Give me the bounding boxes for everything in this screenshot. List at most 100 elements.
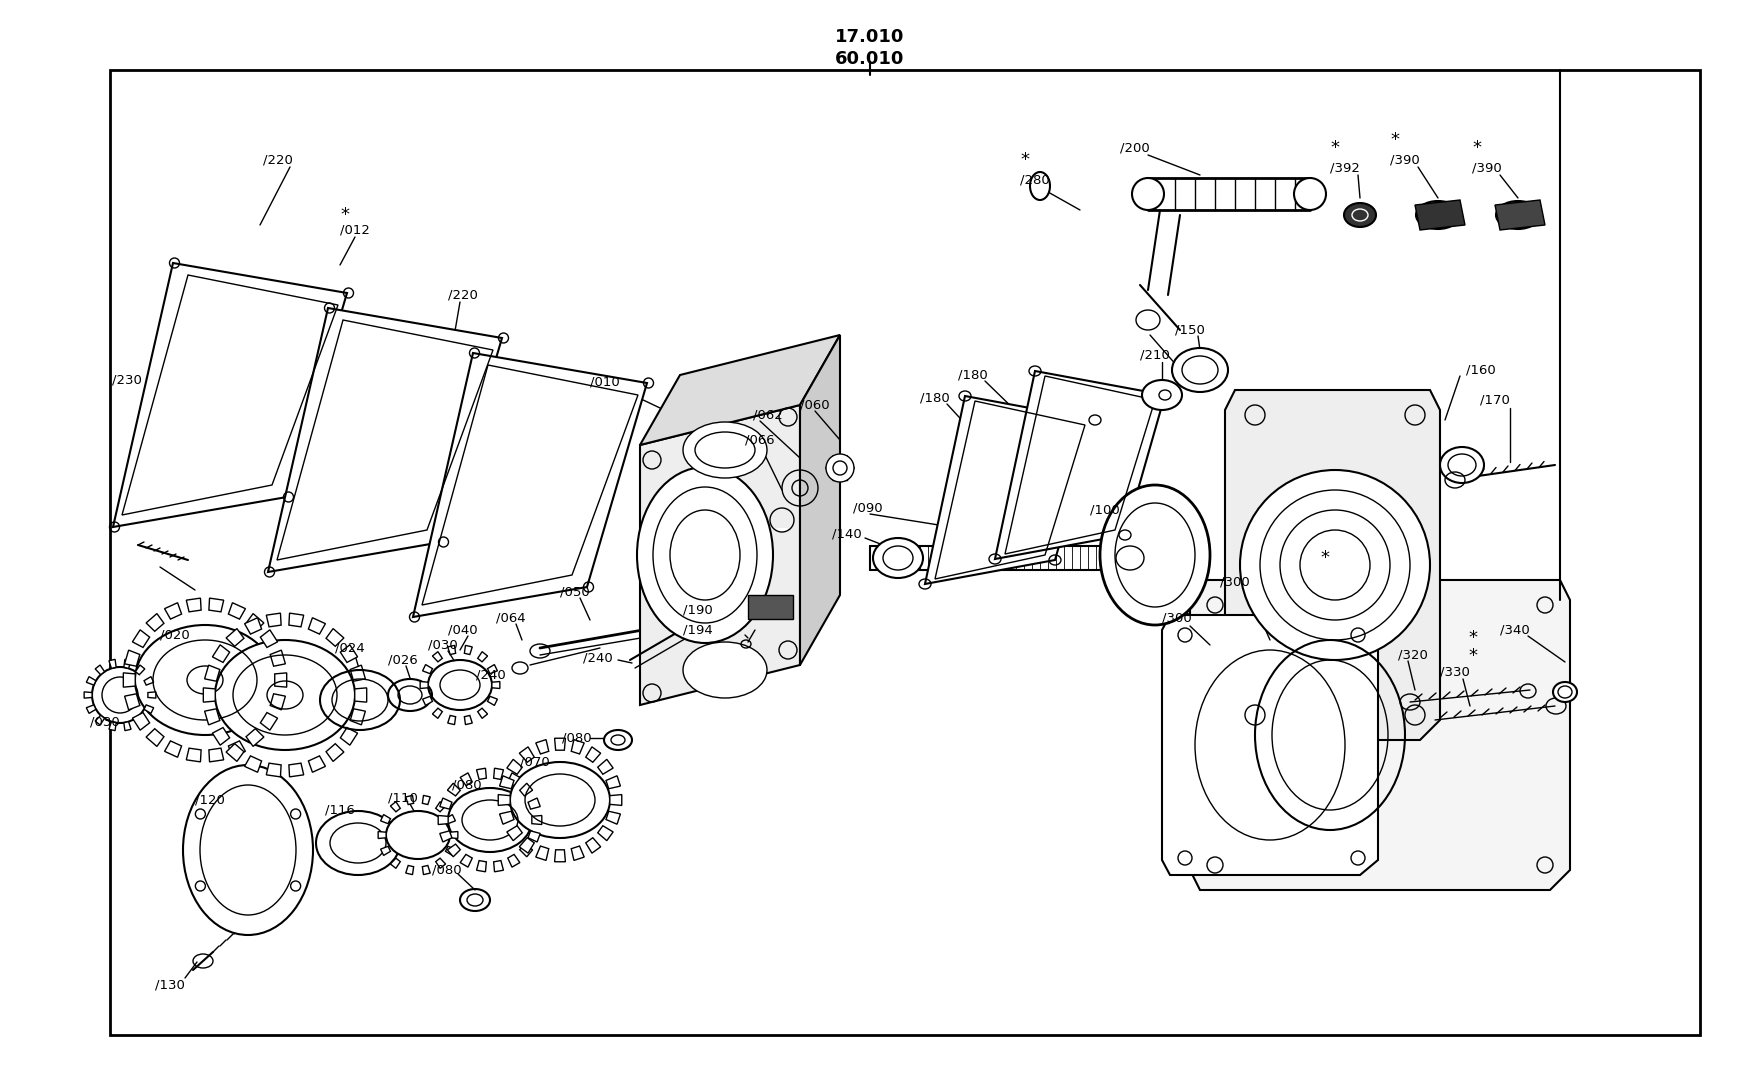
Ellipse shape (92, 667, 148, 723)
Text: /330: /330 (1440, 666, 1469, 678)
Ellipse shape (683, 422, 767, 478)
Polygon shape (494, 860, 503, 872)
Polygon shape (381, 846, 390, 855)
Polygon shape (165, 740, 181, 758)
Text: /012: /012 (339, 224, 370, 236)
Text: /024: /024 (336, 642, 365, 655)
Ellipse shape (683, 642, 767, 698)
Text: /230: /230 (111, 373, 143, 386)
Polygon shape (518, 747, 534, 762)
Polygon shape (800, 335, 840, 664)
Text: /050: /050 (560, 585, 590, 598)
Text: /210: /210 (1139, 349, 1169, 362)
Text: /340: /340 (1499, 624, 1529, 637)
Ellipse shape (428, 660, 492, 710)
Polygon shape (289, 613, 304, 627)
Polygon shape (226, 744, 243, 762)
Text: /280: /280 (1019, 173, 1049, 186)
Polygon shape (423, 866, 430, 874)
Polygon shape (186, 598, 202, 612)
Text: /026: /026 (388, 654, 417, 667)
Polygon shape (492, 682, 499, 688)
Ellipse shape (316, 811, 400, 875)
Polygon shape (261, 630, 278, 647)
Polygon shape (123, 659, 130, 669)
Polygon shape (570, 739, 584, 754)
Polygon shape (325, 744, 344, 762)
Text: /010: /010 (590, 376, 619, 388)
Polygon shape (186, 748, 202, 762)
Polygon shape (487, 664, 497, 674)
Polygon shape (148, 692, 157, 698)
Polygon shape (165, 602, 181, 620)
Text: /130: /130 (155, 978, 184, 992)
Text: /194: /194 (683, 624, 713, 637)
Polygon shape (350, 708, 365, 724)
Text: /180: /180 (958, 368, 988, 382)
Ellipse shape (1240, 470, 1429, 660)
Polygon shape (212, 728, 230, 745)
Text: /100: /100 (1089, 504, 1120, 517)
Text: /090: /090 (852, 502, 882, 515)
Text: *: * (1389, 131, 1398, 149)
Text: /110: /110 (388, 792, 417, 805)
Polygon shape (555, 850, 565, 861)
Text: /070: /070 (520, 755, 550, 768)
Text: /240: /240 (583, 652, 612, 664)
Polygon shape (350, 666, 365, 682)
Polygon shape (499, 811, 513, 824)
Polygon shape (144, 676, 153, 685)
Polygon shape (325, 628, 344, 646)
Polygon shape (245, 613, 264, 631)
Text: /060: /060 (800, 398, 830, 412)
Polygon shape (520, 844, 532, 857)
Polygon shape (423, 697, 433, 705)
Ellipse shape (1029, 172, 1049, 200)
Polygon shape (478, 708, 487, 718)
Text: /064: /064 (496, 611, 525, 625)
Polygon shape (508, 855, 520, 867)
Text: /116: /116 (325, 804, 355, 816)
Polygon shape (381, 814, 390, 824)
Polygon shape (245, 755, 261, 773)
Polygon shape (123, 721, 130, 731)
Polygon shape (995, 371, 1165, 559)
Polygon shape (87, 705, 96, 714)
Polygon shape (478, 652, 487, 662)
Polygon shape (447, 844, 461, 857)
Polygon shape (640, 406, 800, 705)
Text: /080: /080 (431, 863, 461, 876)
Polygon shape (228, 602, 245, 620)
Text: *: * (1019, 151, 1028, 169)
Polygon shape (123, 673, 136, 687)
Text: /062: /062 (753, 409, 783, 422)
Polygon shape (605, 811, 621, 824)
Polygon shape (423, 664, 433, 674)
Text: /190: /190 (683, 603, 713, 616)
Polygon shape (433, 652, 442, 662)
Polygon shape (586, 747, 600, 762)
Text: /030: /030 (428, 639, 457, 652)
Polygon shape (640, 335, 840, 445)
Polygon shape (96, 715, 104, 725)
Polygon shape (87, 676, 96, 685)
Polygon shape (438, 815, 449, 825)
Text: /390: /390 (1389, 153, 1419, 167)
Polygon shape (1224, 389, 1440, 740)
Polygon shape (412, 353, 647, 617)
Ellipse shape (1496, 201, 1539, 229)
Text: /150: /150 (1174, 323, 1203, 336)
Text: *: * (339, 207, 350, 224)
Text: *: * (1320, 549, 1329, 567)
Text: *: * (1468, 647, 1476, 664)
Ellipse shape (1440, 447, 1483, 483)
Polygon shape (459, 855, 471, 867)
Polygon shape (464, 716, 471, 724)
Text: /300: /300 (1162, 611, 1191, 625)
Polygon shape (110, 659, 117, 669)
Ellipse shape (1553, 682, 1576, 702)
Ellipse shape (1416, 201, 1459, 229)
Polygon shape (464, 645, 471, 655)
Polygon shape (268, 308, 503, 572)
Polygon shape (125, 693, 139, 709)
